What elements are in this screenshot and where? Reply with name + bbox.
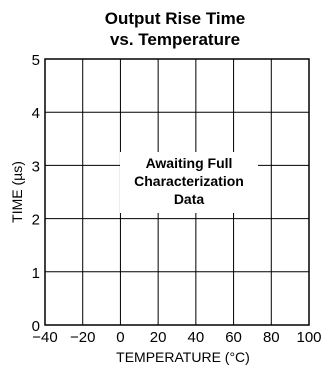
- x-tick-label: 0: [116, 329, 124, 346]
- chart-title-line-1: Output Rise Time: [105, 9, 245, 28]
- y-tick-label: 1: [32, 265, 40, 282]
- x-axis-label: TEMPERATURE (°C): [116, 349, 250, 365]
- annotation-line-3: Data: [174, 191, 205, 207]
- y-tick-label: 3: [32, 158, 40, 175]
- annotation-line-2: Characterization: [134, 173, 244, 189]
- x-tick-label: 100: [296, 329, 321, 346]
- y-tick-label: 5: [32, 52, 40, 69]
- x-tick-label: 40: [188, 329, 205, 346]
- tick-labels: −40 −20 0 20 40 60 80 100 0 1 2 3 4 5: [32, 52, 322, 346]
- y-tick-label: 4: [32, 105, 40, 122]
- y-axis-label: TIME (µs): [9, 161, 25, 223]
- x-tick-label: 20: [150, 329, 167, 346]
- plot-frame: [44, 58, 310, 326]
- x-tick-label: −20: [70, 329, 95, 346]
- chart-title-line-2: vs. Temperature: [110, 30, 240, 49]
- y-tick-label: 0: [32, 318, 40, 335]
- y-tick-label: 2: [32, 212, 40, 229]
- annotation-background: [120, 152, 258, 213]
- annotation-line-1: Awaiting Full: [146, 155, 233, 171]
- x-tick-label: 60: [225, 329, 242, 346]
- x-tick-label: −40: [32, 329, 57, 346]
- x-tick-label: 80: [263, 329, 280, 346]
